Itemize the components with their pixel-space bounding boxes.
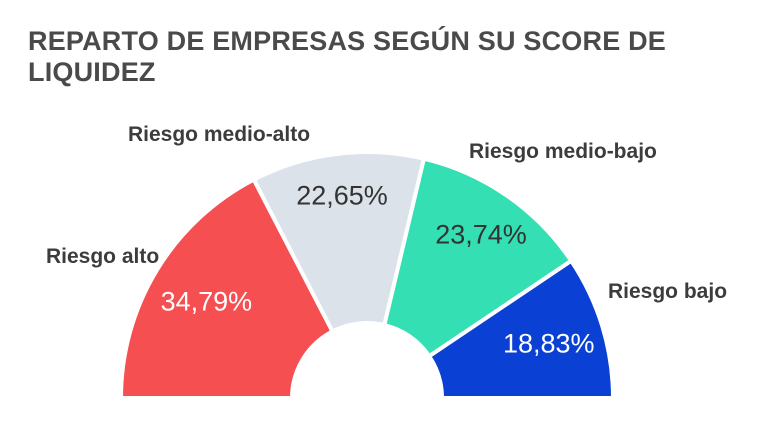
- value-label: 23,74%: [435, 220, 527, 250]
- chart-title: REPARTO DE EMPRESAS SEGÚN SU SCORE DE LI…: [28, 26, 667, 87]
- value-label: 34,79%: [161, 286, 253, 316]
- value-label: 22,65%: [296, 181, 388, 211]
- category-label: Riesgo bajo: [608, 280, 727, 303]
- slice-riesgo-medio-alto: [251, 150, 427, 335]
- category-label: Riesgo medio-alto: [128, 123, 310, 146]
- slice-riesgo-alto: [118, 176, 336, 400]
- category-label: Riesgo alto: [46, 245, 159, 268]
- slice-riesgo-medio-bajo: [381, 156, 574, 359]
- value-label: 18,83%: [503, 329, 595, 359]
- category-label: Riesgo medio-bajo: [469, 140, 657, 163]
- slice-riesgo-bajo: [426, 258, 616, 400]
